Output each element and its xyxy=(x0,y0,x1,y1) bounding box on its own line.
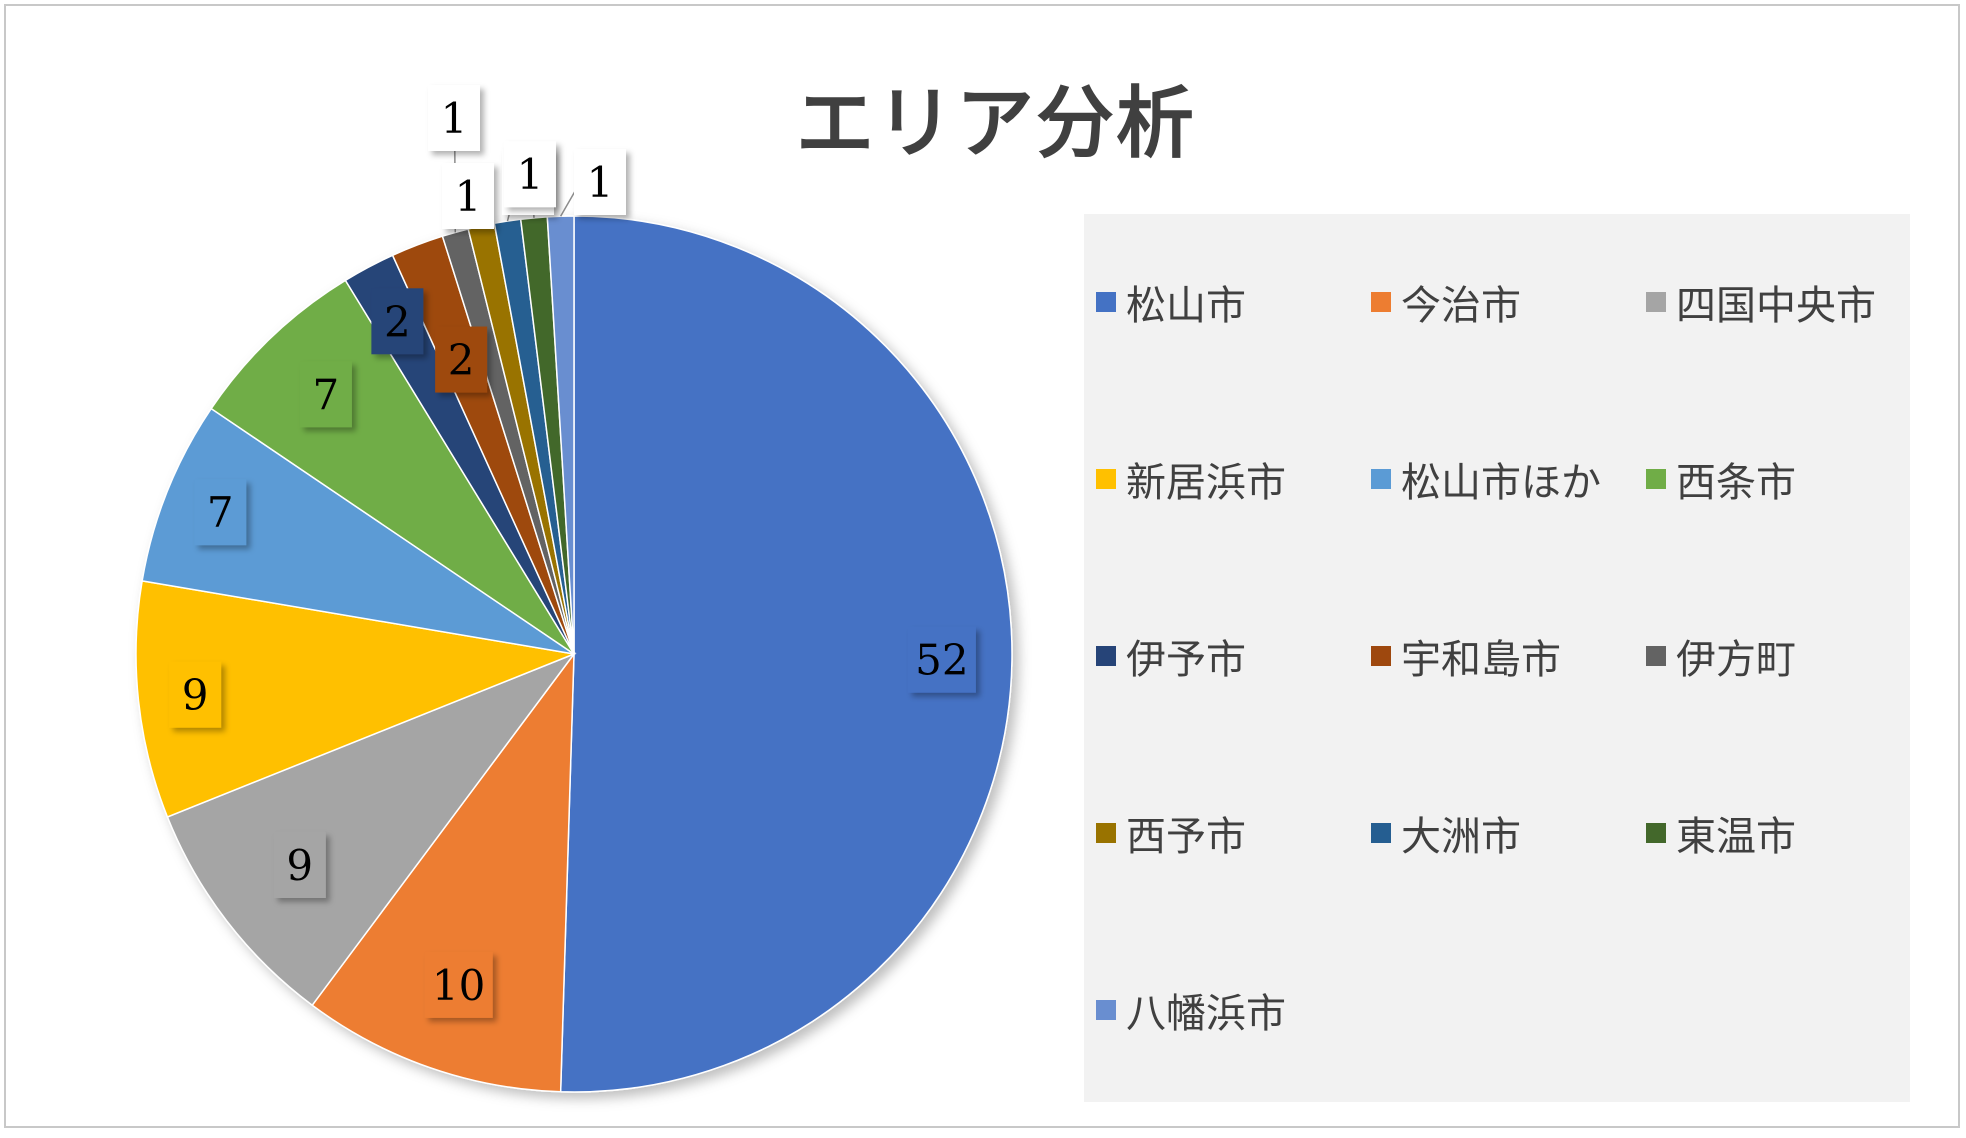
legend-item-2: 今治市 xyxy=(1371,272,1521,332)
data-label-box-4 xyxy=(169,661,222,728)
legend-item-5: 松山市ほか xyxy=(1371,449,1601,509)
legend-label: 松山市ほか xyxy=(1401,460,1601,506)
legend-label: 東温市 xyxy=(1676,814,1796,860)
legend-item-8: 宇和島市 xyxy=(1371,626,1561,686)
legend-item-9: 伊方町 xyxy=(1646,626,1796,686)
legend-label: 伊予市 xyxy=(1126,637,1246,683)
legend-swatch xyxy=(1646,823,1666,843)
legend-swatch xyxy=(1096,646,1116,666)
legend-item-13: 八幡浜市 xyxy=(1096,980,1286,1040)
legend-swatch xyxy=(1371,469,1391,489)
chart-title: エリア分析 xyxy=(795,79,1196,169)
data-label-box-6 xyxy=(299,361,352,428)
data-label-10: 1 xyxy=(455,172,482,221)
data-label-box-1 xyxy=(907,626,976,693)
legend-item-10: 西予市 xyxy=(1096,803,1246,863)
data-label-7: 2 xyxy=(384,297,411,346)
data-label-box-10 xyxy=(442,163,494,229)
legend-label: 伊方町 xyxy=(1676,637,1796,683)
data-label-box-3 xyxy=(273,831,326,898)
legend-swatch xyxy=(1371,823,1391,843)
data-label-box-5 xyxy=(194,479,247,546)
legend-swatch xyxy=(1096,1000,1116,1020)
legend-item-11: 大洲市 xyxy=(1371,803,1521,863)
pie-slice-4 xyxy=(135,580,577,818)
legend-label: 西条市 xyxy=(1676,460,1796,506)
data-label-box-12 xyxy=(503,141,556,208)
data-label-3: 9 xyxy=(286,841,313,890)
legend-item-6: 西条市 xyxy=(1646,449,1796,509)
chart-frame: エリア分析 521099772211111 松山市今治市四国中央市新居浜市松山市… xyxy=(4,4,1960,1128)
legend-item-7: 伊予市 xyxy=(1096,626,1246,686)
legend-swatch xyxy=(1096,469,1116,489)
pie-slice-2 xyxy=(311,651,575,1093)
legend-label: 大洲市 xyxy=(1401,814,1521,860)
legend-swatch xyxy=(1371,646,1391,666)
pie-chart: 521099772211111 xyxy=(135,85,1013,1093)
legend-label: 松山市 xyxy=(1126,283,1246,329)
legend-swatch xyxy=(1096,292,1116,312)
data-label-1: 52 xyxy=(915,636,968,685)
legend-label: 宇和島市 xyxy=(1401,637,1561,683)
data-label-12: 1 xyxy=(517,150,544,199)
pie-slice-5 xyxy=(141,407,575,655)
data-label-box-13 xyxy=(574,149,626,215)
legend-item-1: 松山市 xyxy=(1096,272,1246,332)
data-label-box-9 xyxy=(428,85,480,151)
legend-item-3: 四国中央市 xyxy=(1646,272,1876,332)
data-label-8: 2 xyxy=(448,336,475,385)
legend: 松山市 今治市 四国中央市新居浜市 松山市ほか 西条市伊予市 宇和島市 伊方町西予市 大洲市 東… xyxy=(1084,214,1910,1102)
data-label-2: 10 xyxy=(432,961,485,1010)
pie-slice-13 xyxy=(546,215,575,655)
data-label-6: 7 xyxy=(313,370,340,419)
legend-label: 新居浜市 xyxy=(1126,460,1286,506)
legend-swatch xyxy=(1096,823,1116,843)
legend-label: 西予市 xyxy=(1126,814,1246,860)
legend-item-4: 新居浜市 xyxy=(1096,449,1286,509)
data-label-box-2 xyxy=(424,951,493,1018)
data-label-5: 7 xyxy=(207,488,234,537)
legend-swatch xyxy=(1646,646,1666,666)
data-label-9: 1 xyxy=(441,94,468,143)
legend-label: 四国中央市 xyxy=(1676,283,1876,329)
data-label-box-8 xyxy=(435,326,488,393)
legend-label: 今治市 xyxy=(1401,283,1521,329)
legend-swatch xyxy=(1646,292,1666,312)
pie-slice-1 xyxy=(559,215,1013,1093)
legend-item-12: 東温市 xyxy=(1646,803,1796,863)
legend-swatch xyxy=(1646,469,1666,489)
data-label-box-7 xyxy=(371,288,424,355)
pie-slice-3 xyxy=(166,652,577,1007)
legend-label: 八幡浜市 xyxy=(1126,991,1286,1037)
legend-swatch xyxy=(1371,292,1391,312)
data-label-13: 1 xyxy=(587,158,614,207)
data-label-4: 9 xyxy=(182,671,209,720)
